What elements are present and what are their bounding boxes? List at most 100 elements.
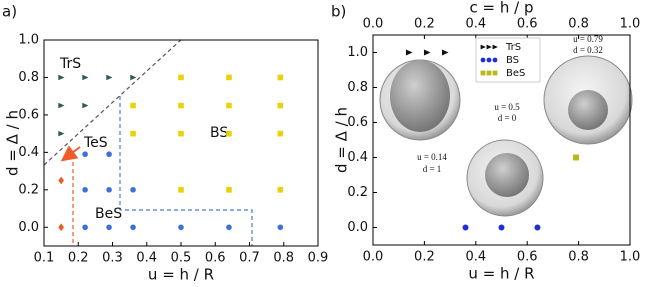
y-tick-label: 0.6: [347, 115, 368, 130]
annotation: u = 0.5: [494, 102, 520, 112]
plot-area: [372, 34, 631, 246]
point: [277, 187, 284, 193]
y-tick-label: 0.6: [18, 107, 39, 122]
point: [82, 224, 88, 231]
legend-marker: [486, 57, 492, 63]
y-tick-label: 0.0: [18, 220, 39, 235]
region-guides: [43, 37, 253, 246]
guide-line: [43, 37, 184, 166]
point: [130, 74, 137, 81]
x-tick-label: 0.1: [34, 251, 55, 266]
x-axis-label: u = h / R: [148, 266, 214, 284]
y-tick-label: 1.0: [347, 45, 368, 60]
x2-tick-label: 0.8: [568, 17, 589, 32]
y-tick-label: 0.4: [18, 145, 39, 160]
x-tick-label: 0.8: [273, 251, 294, 266]
point: [226, 187, 232, 193]
panel-label: a): [2, 3, 17, 21]
x-tick-label: 0.0: [363, 250, 384, 265]
point: [178, 102, 184, 109]
point: [178, 187, 184, 193]
point: [277, 224, 284, 231]
point: [106, 74, 113, 81]
annotation: d = 0: [498, 113, 517, 123]
point: [106, 224, 112, 231]
y-tick-label: 0.2: [347, 185, 368, 200]
point: [58, 130, 65, 137]
point: [82, 151, 88, 158]
point: [573, 154, 580, 161]
x2-tick-label: 0.6: [517, 17, 538, 32]
annotation: d = 1: [423, 164, 442, 174]
point: [106, 187, 112, 193]
y-axis-label: d = Δ / h: [333, 107, 351, 173]
point: [498, 224, 505, 231]
point: [130, 130, 136, 137]
x-tick-label: 1.0: [620, 250, 641, 265]
sphere-images: [379, 55, 633, 217]
point: [277, 74, 284, 81]
y-tick-label: 0.4: [347, 150, 368, 165]
point: [441, 49, 449, 56]
arrow: [60, 145, 81, 162]
x-tick-label: 0.2: [414, 250, 435, 265]
legend-marker: [486, 44, 492, 50]
legend-label: TrS: [505, 42, 521, 53]
region-label: TeS: [83, 135, 108, 151]
point: [58, 74, 65, 81]
x-tick-label: 0.9: [308, 251, 329, 266]
x-tick-label: 0.4: [136, 251, 157, 266]
point: [423, 49, 431, 56]
x-tick-label: 0.2: [68, 251, 89, 266]
x-tick-label: 0.7: [239, 251, 260, 266]
point: [226, 224, 232, 231]
x2-axis-label: c = h / p: [470, 0, 534, 17]
guide-line: [119, 96, 253, 246]
x2-tick-label: 0.2: [414, 17, 435, 32]
point: [405, 49, 413, 56]
point: [58, 102, 65, 109]
legend-label: BeS: [506, 68, 525, 79]
region-label: TrS: [59, 56, 81, 72]
x-tick-label: 0.3: [102, 251, 123, 266]
x-tick-label: 0.5: [171, 251, 192, 266]
legend-label: BS: [506, 55, 519, 66]
point: [462, 224, 469, 231]
region-label: BS: [210, 125, 228, 141]
x-tick-label: 0.6: [517, 250, 538, 265]
x2-tick-label: 0.0: [363, 17, 384, 32]
x-tick-label: 0.4: [465, 250, 486, 265]
y-tick-label: 0.8: [347, 80, 368, 95]
region-label: BeS: [95, 206, 122, 222]
point: [534, 224, 541, 231]
point: [106, 151, 112, 158]
legend-marker: [480, 57, 486, 63]
legend-marker: [480, 70, 486, 76]
y-tick-label: 1.0: [18, 33, 39, 48]
legend-marker: [492, 44, 498, 50]
legend-marker: [492, 57, 498, 63]
y-tick-label: 0.2: [18, 182, 39, 197]
point: [178, 130, 184, 137]
sphere-core: [485, 153, 529, 197]
point: [277, 130, 284, 137]
x-axis-label: u = h / R: [468, 265, 534, 283]
point: [130, 187, 136, 193]
sphere-core: [390, 60, 450, 132]
x-tick-label: 0.6: [205, 251, 226, 266]
point: [82, 102, 89, 109]
point: [277, 102, 284, 109]
point: [82, 187, 88, 193]
annotation: u = 0.14: [417, 152, 447, 162]
point: [226, 130, 232, 137]
y-tick-label: 0.0: [347, 220, 368, 235]
legend-marker: [486, 70, 492, 76]
point: [226, 102, 232, 109]
panel-label: b): [331, 3, 346, 21]
point: [178, 74, 184, 81]
sphere-core: [568, 90, 608, 130]
point: [82, 74, 89, 81]
point: [58, 223, 64, 232]
